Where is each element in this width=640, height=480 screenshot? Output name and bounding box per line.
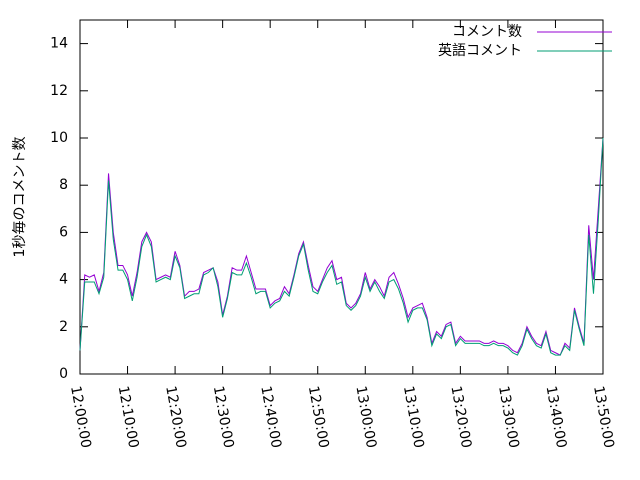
- y-tick-label: 6: [59, 224, 68, 240]
- y-tick-label: 12: [50, 83, 68, 99]
- x-tick-label: 12:20:00: [162, 385, 189, 450]
- legend-label: 英語コメント: [438, 42, 522, 59]
- y-axis-label: 1秒毎のコメント数: [12, 137, 28, 258]
- y-tick-label: 14: [50, 36, 68, 52]
- x-tick-label: 13:10:00: [400, 385, 427, 450]
- x-tick-label: 13:00:00: [352, 385, 379, 450]
- x-tick-label: 13:40:00: [543, 385, 570, 450]
- x-tick-label: 12:40:00: [257, 385, 284, 450]
- y-tick-label: 0: [59, 366, 68, 382]
- y-tick-label: 2: [59, 319, 68, 335]
- x-tick-label: 12:50:00: [305, 385, 332, 450]
- plot-border: [79, 19, 604, 375]
- legend-label: コメント数: [452, 24, 522, 40]
- y-tick-label: 10: [50, 130, 68, 146]
- x-tick-label: 13:50:00: [590, 385, 617, 450]
- x-tick-label: 13:20:00: [447, 385, 474, 450]
- series-line: [79, 137, 604, 356]
- x-tick-label: 12:10:00: [115, 385, 142, 450]
- y-tick-label: 8: [59, 177, 68, 193]
- x-tick-label: 12:30:00: [210, 385, 237, 450]
- series-line: [79, 137, 604, 356]
- x-tick-label: 12:00:00: [67, 385, 94, 450]
- x-tick-label: 13:30:00: [495, 385, 522, 450]
- y-tick-label: 4: [59, 272, 68, 288]
